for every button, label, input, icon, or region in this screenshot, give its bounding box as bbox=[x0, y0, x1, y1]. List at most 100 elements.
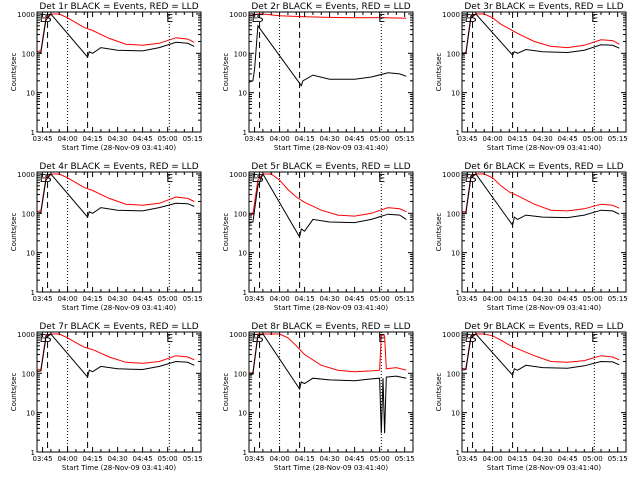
y-tick-label: 100 bbox=[234, 370, 247, 378]
x-tick-label: 04:15 bbox=[82, 295, 102, 303]
x-tick-label: 05:15 bbox=[608, 135, 628, 143]
series-red-lld bbox=[462, 173, 620, 213]
x-tick-label: 05:00 bbox=[583, 455, 603, 463]
x-tick-label: 04:45 bbox=[345, 455, 365, 463]
series-red-lld bbox=[37, 333, 195, 371]
panel-title: Det 7r BLACK = Events, RED = LLD bbox=[39, 322, 198, 332]
y-tick-label: 100 bbox=[22, 210, 35, 218]
marker-e: E bbox=[591, 172, 598, 185]
x-tick-label: 04:45 bbox=[133, 295, 153, 303]
x-axis-label: Start Time (28-Nov-09 03:41:40) bbox=[487, 144, 601, 152]
x-tick-label: 05:00 bbox=[583, 295, 603, 303]
x-tick-label: 04:30 bbox=[108, 455, 128, 463]
x-tick-label: 04:00 bbox=[57, 455, 77, 463]
marker-s: S bbox=[257, 12, 264, 25]
x-tick-label: 03:45 bbox=[32, 295, 52, 303]
marker-s: S bbox=[257, 332, 264, 345]
series-red-lld bbox=[462, 333, 620, 370]
x-tick-label: 03:45 bbox=[32, 135, 52, 143]
y-tick-label: 100 bbox=[22, 370, 35, 378]
x-tick-label: 05:00 bbox=[583, 135, 603, 143]
x-tick-label: 04:45 bbox=[558, 295, 578, 303]
x-tick-label: 04:30 bbox=[533, 135, 553, 143]
panel-title: Det 5r BLACK = Events, RED = LLD bbox=[251, 162, 410, 172]
x-tick-label: 04:45 bbox=[345, 135, 365, 143]
y-tick-label: 1000 bbox=[17, 11, 35, 19]
y-axis-label: Counts/sec bbox=[435, 373, 443, 412]
panel-title: Det 6r BLACK = Events, RED = LLD bbox=[464, 162, 623, 172]
marker-s: S bbox=[45, 12, 52, 25]
x-tick-label: 05:15 bbox=[183, 455, 203, 463]
y-tick-label: 1000 bbox=[442, 171, 460, 179]
y-tick-label: 100 bbox=[22, 50, 35, 58]
x-tick-label: 05:00 bbox=[158, 135, 178, 143]
series-black-events bbox=[249, 333, 407, 434]
x-tick-label: 03:45 bbox=[457, 295, 477, 303]
plot-frame bbox=[248, 331, 414, 453]
marker-e: E bbox=[40, 332, 47, 345]
plot-frame bbox=[248, 171, 414, 293]
plot-frame bbox=[36, 11, 202, 133]
y-tick-label: 1000 bbox=[17, 171, 35, 179]
y-axis-label: Counts/sec bbox=[435, 213, 443, 252]
x-axis-label: Start Time (28-Nov-09 03:41:40) bbox=[274, 304, 388, 312]
x-tick-label: 04:00 bbox=[57, 295, 77, 303]
x-axis-label: Start Time (28-Nov-09 03:41:40) bbox=[274, 464, 388, 472]
x-tick-label: 04:15 bbox=[507, 135, 527, 143]
x-tick-label: 05:00 bbox=[370, 295, 390, 303]
y-tick-label: 10 bbox=[26, 410, 35, 418]
series-black-events bbox=[249, 172, 407, 239]
x-tick-label: 04:45 bbox=[558, 455, 578, 463]
x-tick-label: 04:30 bbox=[320, 295, 340, 303]
y-tick-label: 1 bbox=[456, 449, 460, 457]
x-tick-label: 04:15 bbox=[507, 295, 527, 303]
x-tick-label: 04:30 bbox=[320, 455, 340, 463]
series-black-events bbox=[462, 173, 620, 227]
marker-e: E bbox=[378, 172, 385, 185]
x-tick-label: 04:00 bbox=[482, 135, 502, 143]
x-tick-label: 04:15 bbox=[294, 135, 314, 143]
series-black-events bbox=[37, 333, 195, 379]
x-tick-label: 05:15 bbox=[395, 455, 415, 463]
plot-frame bbox=[248, 11, 414, 133]
y-tick-label: 1000 bbox=[229, 331, 247, 339]
y-axis-label: Counts/sec bbox=[435, 53, 443, 92]
y-axis-label: Counts/sec bbox=[10, 53, 18, 92]
marker-e: E bbox=[40, 172, 47, 185]
marker-e: E bbox=[465, 332, 472, 345]
x-tick-label: 05:00 bbox=[370, 135, 390, 143]
y-tick-label: 10 bbox=[451, 250, 460, 258]
x-tick-label: 04:15 bbox=[507, 455, 527, 463]
panel-title: Det 4r BLACK = Events, RED = LLD bbox=[39, 162, 198, 172]
x-tick-label: 04:00 bbox=[482, 455, 502, 463]
y-tick-label: 10 bbox=[26, 90, 35, 98]
y-tick-label: 1 bbox=[31, 289, 35, 297]
y-axis-label: Counts/sec bbox=[222, 53, 230, 92]
panel-title: Det 3r BLACK = Events, RED = LLD bbox=[464, 2, 623, 12]
x-axis-label: Start Time (28-Nov-09 03:41:40) bbox=[62, 304, 176, 312]
x-tick-label: 05:00 bbox=[158, 295, 178, 303]
series-red-lld bbox=[249, 13, 407, 19]
x-tick-label: 03:45 bbox=[457, 135, 477, 143]
y-tick-label: 100 bbox=[447, 210, 460, 218]
y-tick-label: 1 bbox=[456, 129, 460, 137]
y-tick-label: 100 bbox=[234, 210, 247, 218]
x-axis-label: Start Time (28-Nov-09 03:41:40) bbox=[62, 144, 176, 152]
x-tick-label: 04:15 bbox=[82, 455, 102, 463]
panel-title: Det 9r BLACK = Events, RED = LLD bbox=[464, 322, 623, 332]
x-tick-label: 04:30 bbox=[320, 135, 340, 143]
marker-e: E bbox=[378, 12, 385, 25]
x-tick-label: 04:45 bbox=[345, 295, 365, 303]
x-tick-label: 05:15 bbox=[608, 295, 628, 303]
marker-e: E bbox=[166, 12, 173, 25]
